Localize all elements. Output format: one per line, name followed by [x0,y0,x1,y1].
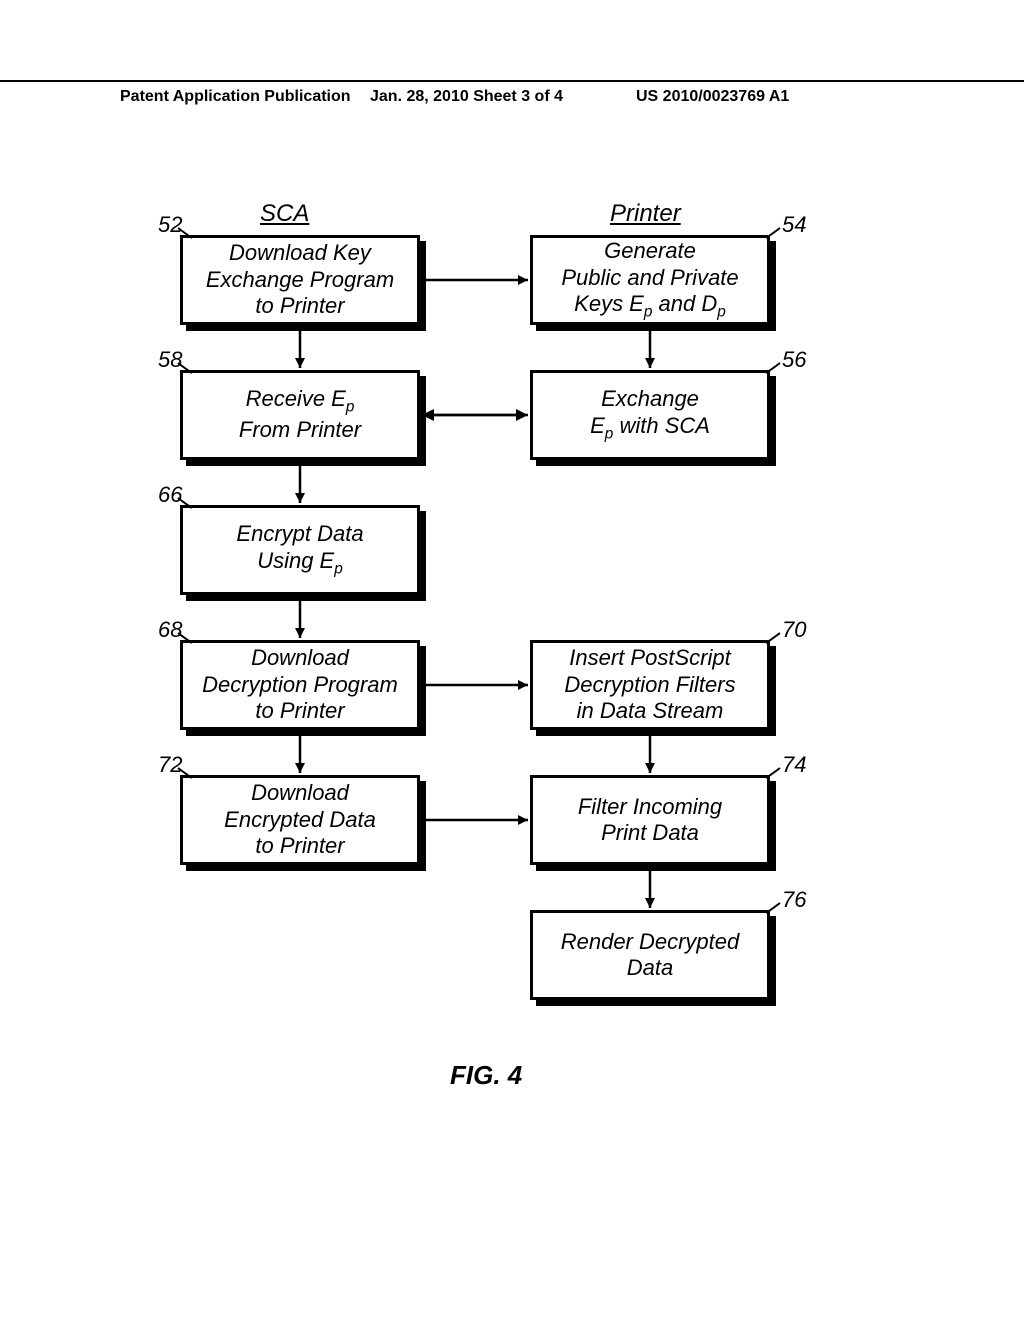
box-68: Download Decryption Program to Printer [180,640,420,730]
box-66: Encrypt Data Using Ep [180,505,420,595]
box-72-l1: Download [251,780,349,805]
box-76: Render Decrypted Data [530,910,770,1000]
box-74: Filter Incoming Print Data [530,775,770,865]
box-56-l2a: E [590,413,605,438]
ref-72: 72 [158,752,182,778]
box-58-l2: From Printer [239,417,361,442]
ref-68: 68 [158,617,182,643]
box-66-l1: Encrypt Data [236,521,363,546]
box-70-l3: in Data Stream [577,698,724,723]
col-header-printer: Printer [610,200,681,228]
box-56-l2b: with SCA [613,413,710,438]
box-54: Generate Public and Private Keys Ep and … [530,235,770,325]
ref-52: 52 [158,212,182,238]
box-76-l1: Render Decrypted [561,929,740,954]
box-76-l2: Data [627,955,673,980]
box-56-l1: Exchange [601,386,699,411]
box-70-l1: Insert PostScript [569,645,730,670]
box-58-l1: Receive E [246,386,346,411]
box-68-l3: to Printer [255,698,344,723]
ref-54: 54 [782,212,806,238]
page-root: Patent Application Publication Jan. 28, … [0,0,1024,1320]
arrows-overlay [0,0,1024,1320]
box-52: Download Key Exchange Program to Printer [180,235,420,325]
ref-66: 66 [158,482,182,508]
box-74-l2: Print Data [601,820,699,845]
box-72: Download Encrypted Data to Printer [180,775,420,865]
header-left: Patent Application Publication [120,88,351,106]
box-52-l2: Exchange Program [206,267,394,292]
box-68-l2: Decryption Program [202,672,398,697]
ref-74: 74 [782,752,806,778]
col-header-sca: SCA [260,200,309,228]
header-mid: Jan. 28, 2010 Sheet 3 of 4 [370,88,563,106]
header-rule [0,80,1024,82]
figure-label: FIG. 4 [450,1060,522,1091]
header-right: US 2010/0023769 A1 [636,88,789,106]
box-54-l3a: Keys E [574,291,644,316]
ref-76: 76 [782,887,806,913]
ref-58: 58 [158,347,182,373]
box-70-l2: Decryption Filters [564,672,735,697]
box-54-l3b: and D [652,291,717,316]
box-56: Exchange Ep with SCA [530,370,770,460]
box-66-l2: Using E [257,548,334,573]
box-70: Insert PostScript Decryption Filters in … [530,640,770,730]
ref-56: 56 [782,347,806,373]
ref-70: 70 [782,617,806,643]
box-58: Receive Ep From Printer [180,370,420,460]
box-68-l1: Download [251,645,349,670]
box-74-l1: Filter Incoming [578,794,722,819]
box-52-l3: to Printer [255,293,344,318]
box-72-l2: Encrypted Data [224,807,376,832]
box-54-l2: Public and Private [561,265,738,290]
box-72-l3: to Printer [255,833,344,858]
box-52-l1: Download Key [229,240,371,265]
box-54-l1: Generate [604,238,696,263]
